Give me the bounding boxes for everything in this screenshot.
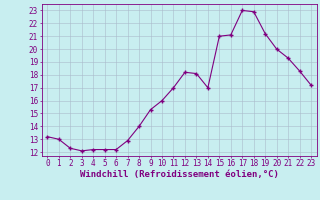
X-axis label: Windchill (Refroidissement éolien,°C): Windchill (Refroidissement éolien,°C) xyxy=(80,170,279,179)
